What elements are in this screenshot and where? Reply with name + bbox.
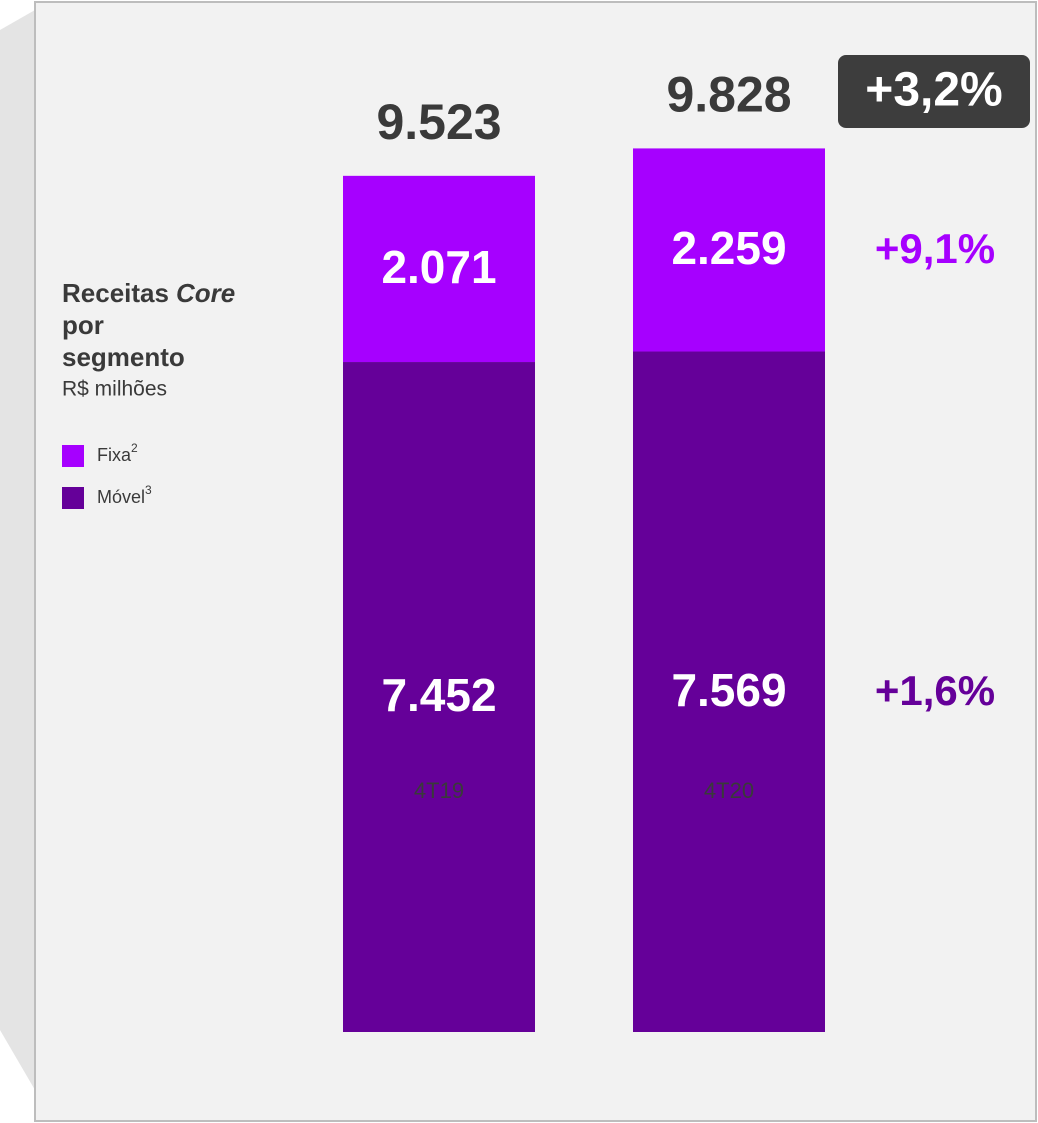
legend-name: Móvel [97, 487, 145, 507]
chart-title: Receitas Core [62, 278, 235, 308]
bar-segment [633, 148, 825, 352]
panel [34, 1, 1037, 1122]
title-part: por [62, 310, 104, 340]
side-strip [0, 10, 35, 1090]
legend-swatch [62, 445, 84, 467]
legend-label: Fixa2 [97, 441, 138, 465]
bar-segment [343, 362, 535, 1032]
legend-swatch [62, 487, 84, 509]
segment-label: 2.071 [381, 241, 496, 293]
title-part: Receitas [62, 278, 169, 308]
x-tick-label: 4T20 [704, 778, 754, 803]
legend-note: 2 [131, 441, 138, 455]
subtitle: R$ milhões [62, 378, 167, 401]
bar-segment [343, 175, 535, 363]
change-badge [838, 55, 1030, 128]
x-tick-label: 4T19 [414, 778, 464, 803]
total-label: 9.828 [666, 67, 791, 123]
legend-note: 3 [145, 483, 152, 497]
bar-segment [633, 351, 825, 1032]
title-part: Core [176, 278, 235, 308]
title-part: segmento [62, 342, 185, 372]
change-label: +1,6% [875, 667, 995, 714]
legend-label: Móvel3 [97, 483, 152, 507]
segment-label: 2.259 [671, 222, 786, 274]
total-label: 9.523 [376, 94, 501, 150]
segment-label: 7.569 [671, 664, 786, 716]
legend-name: Fixa [97, 445, 132, 465]
total-change-label: +3,2% [865, 64, 1002, 117]
change-label: +9,1% [875, 225, 995, 272]
segment-label: 7.452 [381, 669, 496, 721]
